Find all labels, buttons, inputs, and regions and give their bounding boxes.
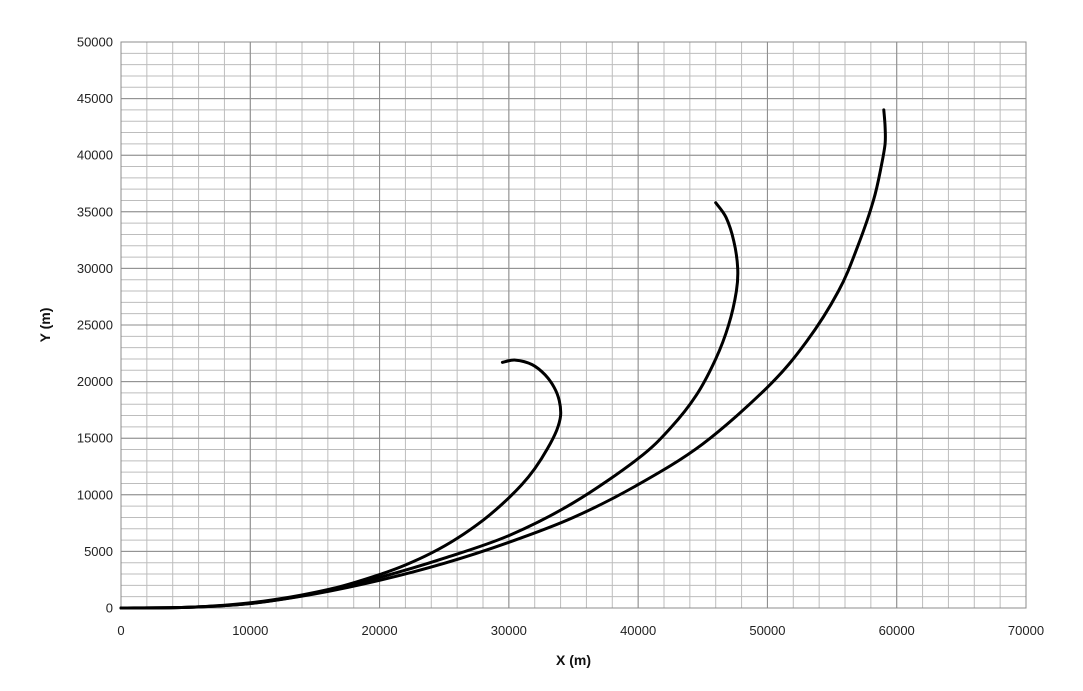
x-axis-title: X (m): [556, 652, 591, 668]
x-tick-labels: 0 10000 20000 30000 40000 50000 60000 70000: [117, 623, 1044, 638]
y-tick-label: 20000: [77, 374, 113, 389]
major-grid: [120, 41, 1027, 609]
y-tick-label: 45000: [77, 91, 113, 106]
y-tick-label: 25000: [77, 318, 113, 333]
x-tick-label: 70000: [1008, 623, 1044, 638]
x-tick-label: 50000: [749, 623, 785, 638]
y-axis-title: Y (m): [37, 308, 53, 343]
x-tick-label: 0: [117, 623, 124, 638]
y-tick-label: 5000: [84, 544, 113, 559]
y-tick-label: 35000: [77, 204, 113, 219]
y-tick-label: 15000: [77, 431, 113, 446]
y-tick-label: 40000: [77, 148, 113, 163]
y-tick-label: 50000: [77, 35, 113, 50]
y-tick-label: 0: [106, 601, 113, 616]
series-line-1: [119, 358, 563, 610]
series-layer: [119, 108, 887, 610]
x-tick-label: 40000: [620, 623, 656, 638]
series-line-2: [119, 201, 740, 610]
series-line-3: [119, 108, 887, 610]
y-tick-label: 30000: [77, 261, 113, 276]
y-tick-label: 10000: [77, 487, 113, 502]
x-tick-label: 30000: [491, 623, 527, 638]
y-tick-labels: 0 5000 10000 15000 20000 25000 30000 35000 40000…: [77, 35, 113, 616]
x-tick-label: 20000: [361, 623, 397, 638]
plot-area-frame: [120, 41, 1027, 609]
x-tick-label: 10000: [232, 623, 268, 638]
x-tick-label: 60000: [879, 623, 915, 638]
